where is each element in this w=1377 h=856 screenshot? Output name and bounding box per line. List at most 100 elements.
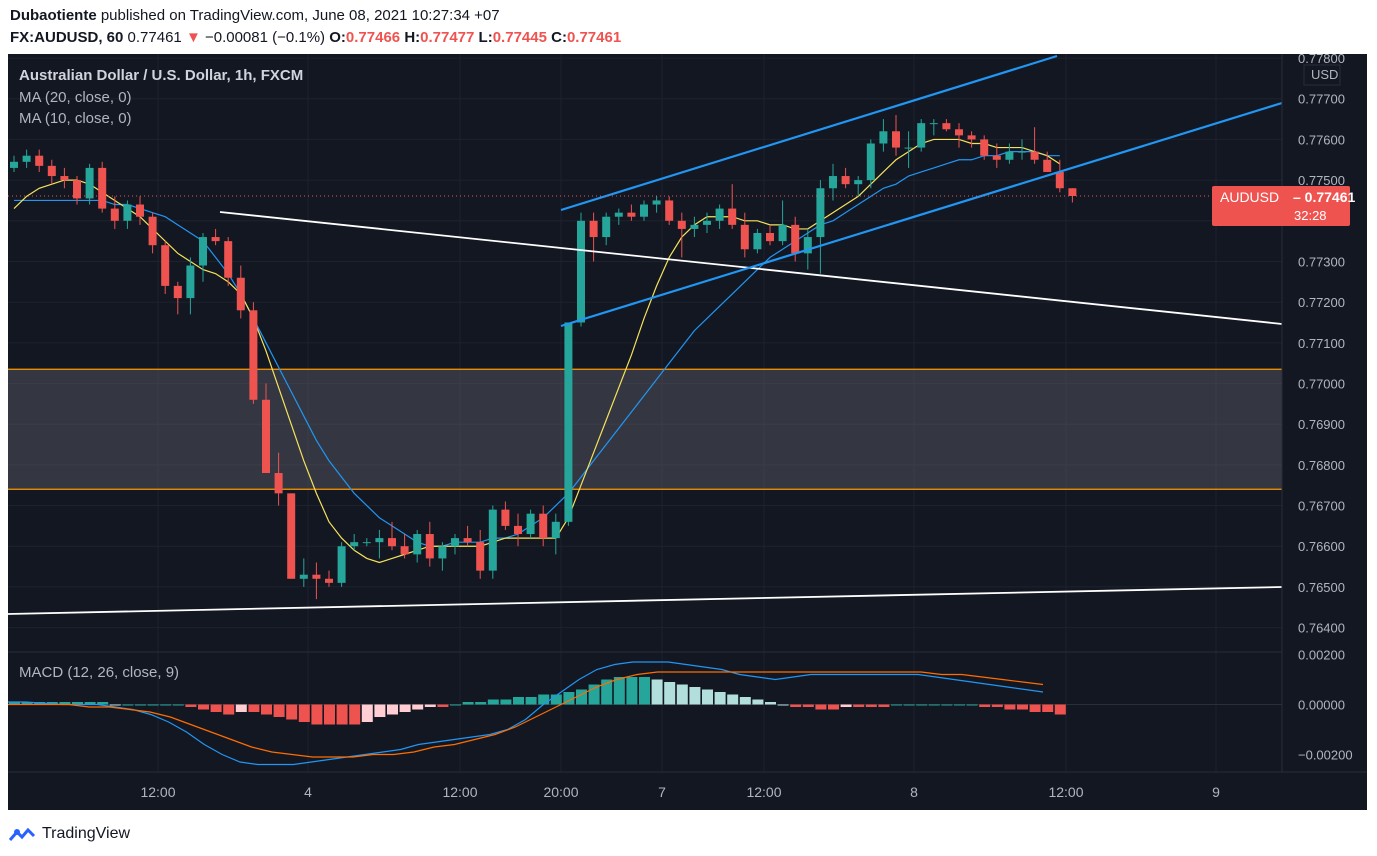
- macd-bar: [59, 702, 71, 705]
- macd-bar: [1017, 704, 1028, 710]
- candle-body: [161, 245, 170, 286]
- candle-body: [425, 534, 434, 559]
- candle-body: [942, 123, 951, 130]
- macd-bar: [172, 704, 184, 706]
- macd-bar: [336, 704, 348, 725]
- candle-body: [85, 167, 94, 199]
- zone-fill: [8, 369, 1282, 490]
- macd-legend[interactable]: MACD (12, 26, close, 9): [19, 664, 180, 681]
- candle-body: [488, 509, 497, 571]
- chart-title: Australian Dollar / U.S. Dollar, 1h, FXC…: [19, 67, 304, 84]
- candle-body: [312, 574, 321, 579]
- candle-body: [539, 513, 548, 539]
- candle-body: [413, 534, 422, 555]
- time-tick: 12:00: [442, 784, 477, 800]
- macd-bar: [361, 704, 373, 722]
- macd-bar: [903, 704, 915, 706]
- price-tick: 0.76900: [1298, 417, 1345, 432]
- candle-body: [892, 131, 900, 148]
- macd-bar: [198, 704, 209, 710]
- macd-bar: [916, 704, 928, 706]
- macd-bar: [966, 704, 978, 706]
- chart-area[interactable]: 0.778000.777000.776000.775000.774000.773…: [8, 54, 1367, 810]
- macd-bar: [286, 704, 298, 720]
- candle-body: [854, 180, 863, 185]
- candles: [10, 115, 1077, 600]
- candle-body: [803, 237, 812, 254]
- macd-bar: [727, 694, 739, 705]
- candle-body: [438, 546, 447, 559]
- axes: 0.778000.777000.776000.775000.774000.773…: [8, 54, 1367, 800]
- candle-body: [526, 513, 535, 535]
- price-tick: 0.76700: [1298, 499, 1345, 514]
- close-value: 0.77461: [566, 29, 622, 46]
- price-chart[interactable]: 0.778000.777000.776000.775000.774000.773…: [8, 54, 1367, 810]
- price-tag-box: [1212, 185, 1350, 226]
- macd-bar: [941, 704, 953, 706]
- candle-body: [992, 155, 1001, 160]
- high-label: H:: [404, 29, 421, 46]
- price-tick: 0.77800: [1298, 54, 1345, 66]
- macd-bar: [412, 704, 424, 710]
- macd-bar: [714, 692, 726, 705]
- currency-box: [1303, 64, 1341, 86]
- candle-body: [463, 538, 472, 543]
- ma20-legend[interactable]: MA (20, close, 0): [19, 89, 132, 106]
- low-value: 0.77445: [492, 29, 547, 46]
- candle-body: [929, 123, 938, 125]
- macd-bar: [954, 704, 965, 706]
- time-tick: 8: [910, 784, 918, 800]
- price-tick: 0.77200: [1298, 295, 1345, 310]
- candle-body: [841, 176, 850, 185]
- macd-bar: [777, 704, 789, 706]
- open-value: 0.77466: [345, 29, 401, 46]
- macd-bar: [487, 699, 499, 705]
- high-value: 0.77477: [420, 29, 475, 46]
- candle-body: [715, 208, 724, 221]
- candle-body: [236, 277, 245, 311]
- brand-name: TradingView: [42, 825, 131, 842]
- candle-body: [551, 521, 560, 539]
- close-label: C:: [551, 29, 567, 46]
- macd-bar: [991, 704, 1003, 707]
- macd-bar: [979, 704, 991, 707]
- ma10-legend[interactable]: MA (10, close, 0): [19, 110, 132, 127]
- price-change: −0.00081 (−0.1%): [204, 29, 326, 46]
- macd-bar: [349, 704, 361, 725]
- macd-bar: [273, 704, 285, 717]
- macd-bar: [97, 702, 109, 705]
- candle-body: [917, 123, 926, 148]
- candle-body: [362, 542, 371, 544]
- candle-body: [98, 167, 107, 209]
- candle-body: [148, 216, 157, 246]
- price-tick: 0.77000: [1298, 377, 1345, 392]
- price-tick: 0.77100: [1298, 336, 1345, 351]
- candle-body: [652, 200, 661, 205]
- macd-bar: [840, 704, 852, 707]
- macd-bar: [311, 704, 323, 725]
- macd-bar: [109, 704, 121, 706]
- author-name[interactable]: Dubaotiente: [10, 7, 97, 24]
- candle-body: [677, 220, 686, 229]
- time-tick: 7: [658, 784, 666, 800]
- candle-body: [287, 493, 296, 579]
- macd-bar: [450, 704, 461, 706]
- macd-bar: [147, 704, 159, 706]
- candle-body: [1030, 151, 1039, 160]
- candle-body: [476, 542, 485, 571]
- publish-text: published on TradingView.com, June 08, 2…: [100, 7, 500, 24]
- macd-bar: [1004, 704, 1016, 710]
- candle-body: [564, 322, 573, 522]
- macd-bar: [639, 677, 650, 705]
- candle-body: [791, 224, 800, 254]
- price-tick: 0.77600: [1298, 132, 1345, 147]
- macd-line: [8, 661, 1044, 766]
- macd-bar: [928, 704, 940, 706]
- price-tick: 0.76600: [1298, 539, 1345, 554]
- candle-body: [640, 204, 648, 217]
- lower-trendline: [8, 586, 1283, 615]
- macd-bar: [9, 702, 20, 705]
- candle-body: [10, 161, 18, 168]
- macd-bar: [790, 704, 802, 707]
- price-tick: 0.77500: [1298, 173, 1345, 188]
